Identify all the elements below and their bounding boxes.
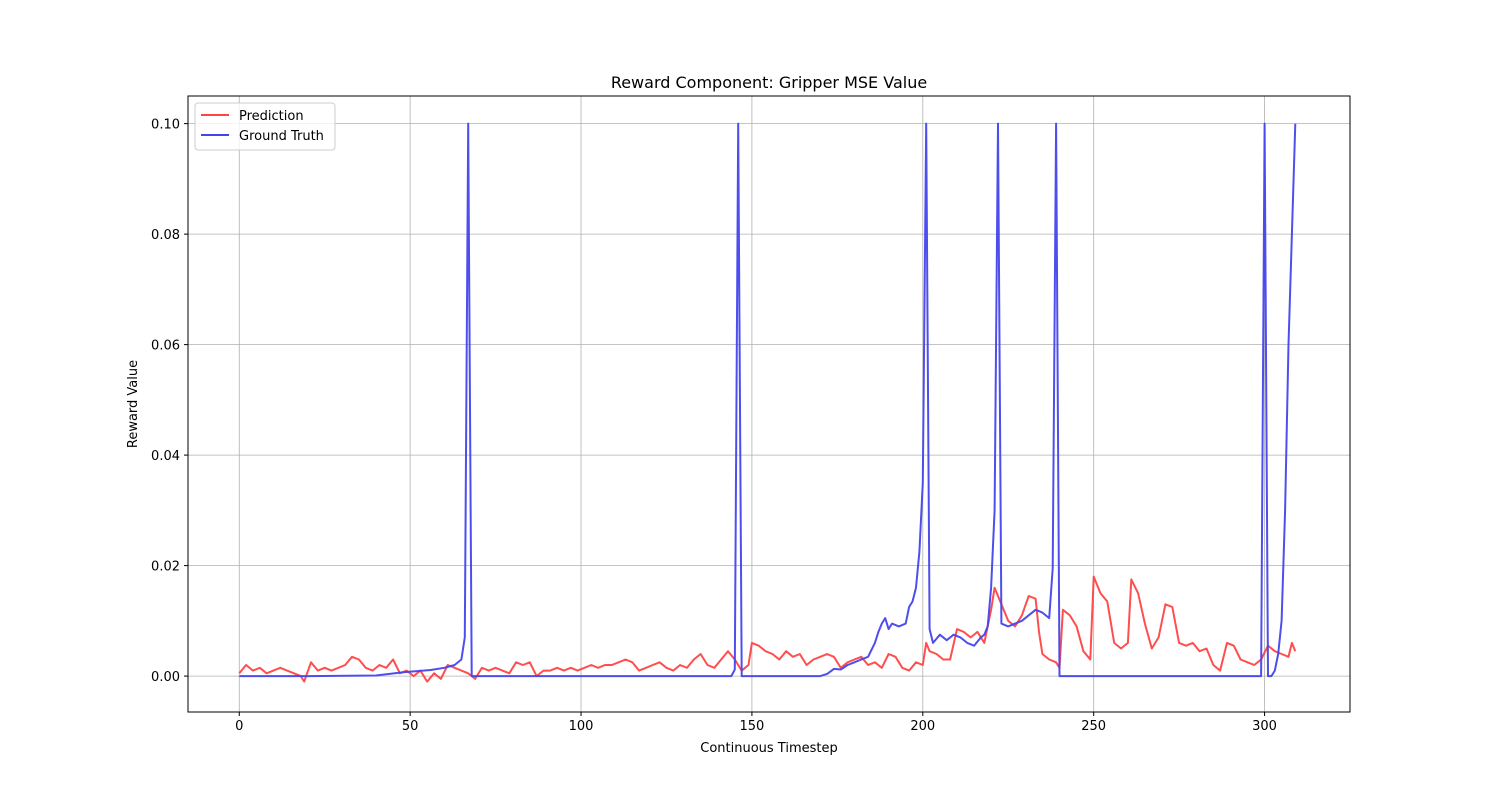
plot-background — [188, 96, 1350, 712]
y-tick-label: 0.08 — [151, 228, 180, 243]
x-tick-label: 300 — [1252, 719, 1277, 734]
y-tick-label: 0.02 — [151, 560, 180, 575]
x-tick-label: 250 — [1081, 719, 1106, 734]
chart-title: Reward Component: Gripper MSE Value — [611, 73, 927, 92]
x-tick-label: 0 — [235, 719, 243, 734]
x-tick-label: 50 — [402, 719, 419, 734]
y-tick-label: 0.10 — [151, 118, 180, 133]
legend-box — [194, 102, 336, 151]
y-tick-label: 0.00 — [151, 670, 180, 685]
plot-frame — [187, 95, 1351, 713]
y-tick-label: 0.04 — [151, 449, 180, 464]
x-tick-label: 100 — [569, 719, 594, 734]
y-tick-label: 0.06 — [151, 339, 180, 354]
y-axis-label: Reward Value — [126, 360, 141, 448]
legend-label-ground-truth: Ground Truth — [239, 129, 324, 144]
series-line-ground-truth — [239, 122, 1297, 678]
legend-label-prediction: Prediction — [239, 109, 304, 124]
ticks: 0 50 100 150 200 250 300 0.00 0.02 0.04 0.06 0.08 0.… — [151, 118, 1277, 734]
x-tick-label: 150 — [739, 719, 764, 734]
legend: Prediction Ground Truth — [194, 102, 336, 151]
series-layer — [238, 122, 1297, 683]
x-tick-label: 200 — [910, 719, 935, 734]
x-axis-label: Continuous Timestep — [700, 741, 838, 756]
